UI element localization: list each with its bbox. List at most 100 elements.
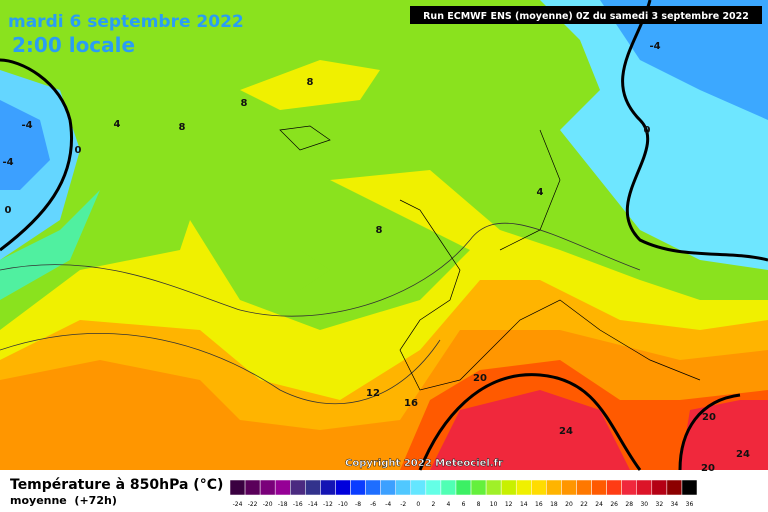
isotherm <box>0 58 73 252</box>
hot-region <box>430 390 768 470</box>
contour-label: 12 <box>366 388 380 399</box>
legend-swatch <box>591 479 607 496</box>
contour-label: 0 <box>644 125 651 136</box>
legend-tick-label: 30 <box>640 501 648 508</box>
contour-label: 20 <box>701 463 715 474</box>
date: mardi 6 septembre 2022 <box>8 12 244 32</box>
legend-swatch <box>290 479 306 496</box>
legend-swatch <box>576 479 592 496</box>
legend-swatch <box>320 479 336 496</box>
legend-swatch <box>606 479 622 496</box>
legend-title: Température à 850hPa (°C) <box>10 477 223 493</box>
legend-swatch <box>395 479 412 496</box>
legend-swatch <box>681 479 698 496</box>
contour-label: 0 <box>75 145 82 156</box>
legend-tick-label: 8 <box>477 501 481 508</box>
legend-tick-label: -20 <box>263 501 273 508</box>
time: 2:00 locale <box>12 33 135 57</box>
legend-tick-label: 10 <box>490 501 498 508</box>
legend-swatch <box>305 479 321 496</box>
legend-swatch <box>531 479 547 496</box>
legend-tick-label: 22 <box>580 501 588 508</box>
legend-swatch <box>350 479 366 496</box>
copyright: Copyright 2022 Meteociel.fr <box>345 458 503 469</box>
contour-label: 24 <box>559 426 573 437</box>
run-box <box>410 6 762 24</box>
legend-tick-label: -2 <box>400 501 406 508</box>
contour-label: 4 <box>537 187 544 198</box>
legend-swatch <box>440 479 457 496</box>
contour-label: 20 <box>473 373 487 384</box>
legend-tick-label: 20 <box>565 501 573 508</box>
legend-tick-label: -12 <box>323 501 333 508</box>
contour-label: 0 <box>5 205 12 216</box>
cold-region <box>0 100 50 190</box>
legend-tick-label: 16 <box>535 501 543 508</box>
legend-tick-label: 4 <box>447 501 451 508</box>
isotherm <box>418 373 741 471</box>
contour-label: 4 <box>114 119 121 130</box>
contour-label: 8 <box>241 98 248 109</box>
warm-region <box>240 60 380 110</box>
legend-tick-label: 32 <box>656 501 664 508</box>
legend-tick-label: -8 <box>355 501 361 508</box>
isotherm <box>621 0 768 262</box>
legend-swatch <box>666 479 683 496</box>
legend-tick-label: -6 <box>370 501 376 508</box>
run-info: Run ECMWF ENS (moyenne) 0Z du samedi 3 s… <box>423 11 749 22</box>
legend-subtitle: moyenne (+72h) <box>10 494 117 507</box>
contour-label: 20 <box>702 412 716 423</box>
legend-swatch <box>410 479 427 496</box>
legend-swatch <box>651 479 668 496</box>
mild-region <box>250 250 330 290</box>
legend-tick-label: -4 <box>385 501 391 508</box>
legend-swatch <box>561 479 577 496</box>
legend-tick-label: 12 <box>505 501 513 508</box>
legend-tick-label: 0 <box>416 501 420 508</box>
contour-label: 24 <box>736 449 750 460</box>
mild-region <box>0 190 100 300</box>
contour-label: 8 <box>376 225 383 236</box>
legend-swatch <box>425 479 442 496</box>
legend-swatch <box>244 479 261 496</box>
contour-label: 8 <box>307 77 314 88</box>
legend-tick-label: 2 <box>431 501 435 508</box>
coastline <box>279 125 331 151</box>
contour-label: -4 <box>21 120 32 131</box>
contour-label: -4 <box>2 157 13 168</box>
contour-label: 16 <box>404 398 418 409</box>
contour-label: 8 <box>179 122 186 133</box>
legend-swatch <box>621 479 637 496</box>
legend-tick-label: -22 <box>248 501 258 508</box>
legend-swatch <box>636 479 653 496</box>
legend-swatch <box>365 479 381 496</box>
legend-swatch <box>455 479 472 496</box>
isotherm <box>0 222 641 405</box>
legend-swatch <box>500 479 517 496</box>
legend-tick-label: -10 <box>338 501 348 508</box>
legend-tick-label: 14 <box>520 501 528 508</box>
legend-swatch <box>470 479 487 496</box>
legend-tick-label: 34 <box>671 501 679 508</box>
legend-swatch <box>546 479 562 496</box>
legend-swatch <box>259 479 276 496</box>
legend-tick-label: -24 <box>233 501 243 508</box>
legend-swatch <box>515 479 532 496</box>
coastline <box>399 129 701 391</box>
legend-swatch <box>335 479 351 496</box>
legend-swatch <box>380 479 396 496</box>
legend-tick-label: -16 <box>293 501 303 508</box>
legend-swatch <box>485 479 502 496</box>
legend-tick-label: 36 <box>686 501 694 508</box>
legend-tick-label: -18 <box>278 501 288 508</box>
contour-label: -4 <box>649 41 660 52</box>
legend-swatch <box>229 479 246 496</box>
legend-tick-label: 18 <box>550 501 558 508</box>
legend-tick-label: -14 <box>308 501 318 508</box>
legend-swatch <box>274 479 291 496</box>
legend-tick-label: 6 <box>462 501 466 508</box>
legend-tick-label: 28 <box>625 501 633 508</box>
legend-tick-label: 24 <box>595 501 603 508</box>
